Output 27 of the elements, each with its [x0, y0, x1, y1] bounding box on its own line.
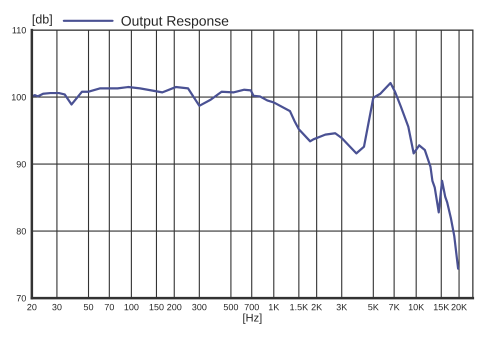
x-tick-label: 700	[244, 304, 259, 310]
x-tick-label: 15K	[434, 304, 450, 310]
x-tick-label: 2K	[312, 304, 322, 310]
y-axis-title: [db]	[32, 14, 52, 26]
x-tick-label: 200	[167, 304, 182, 310]
x-tick-label: 100	[124, 304, 139, 310]
x-tick-label: 150	[150, 304, 164, 310]
x-tick-label: 1.5K	[290, 304, 308, 310]
x-axis-title: [Hz]	[243, 313, 262, 324]
x-tick-label: 1K	[268, 304, 280, 310]
x-tick-label: 70	[104, 304, 114, 310]
x-tick-label: 20	[27, 304, 37, 310]
x-tick-label: 20K	[451, 304, 467, 310]
x-tick-label: 10K	[408, 304, 424, 310]
x-tick-label: 5K	[368, 304, 379, 310]
y-tick-label: 100	[12, 94, 26, 100]
x-tick-label: 50	[84, 304, 94, 310]
y-tick-label: 80	[16, 228, 26, 234]
x-tick-label: 300	[192, 304, 207, 310]
x-tick-label: 30	[52, 304, 62, 310]
legend-label: Output Response	[121, 16, 228, 29]
y-tick-label: 90	[16, 161, 26, 168]
y-tick-label: 110	[12, 27, 26, 34]
x-tick-label: 7K	[389, 304, 400, 310]
x-tick-label: 500	[224, 304, 238, 310]
y-tick-label: 70	[16, 295, 26, 302]
x-tick-label: 3K	[336, 304, 348, 310]
